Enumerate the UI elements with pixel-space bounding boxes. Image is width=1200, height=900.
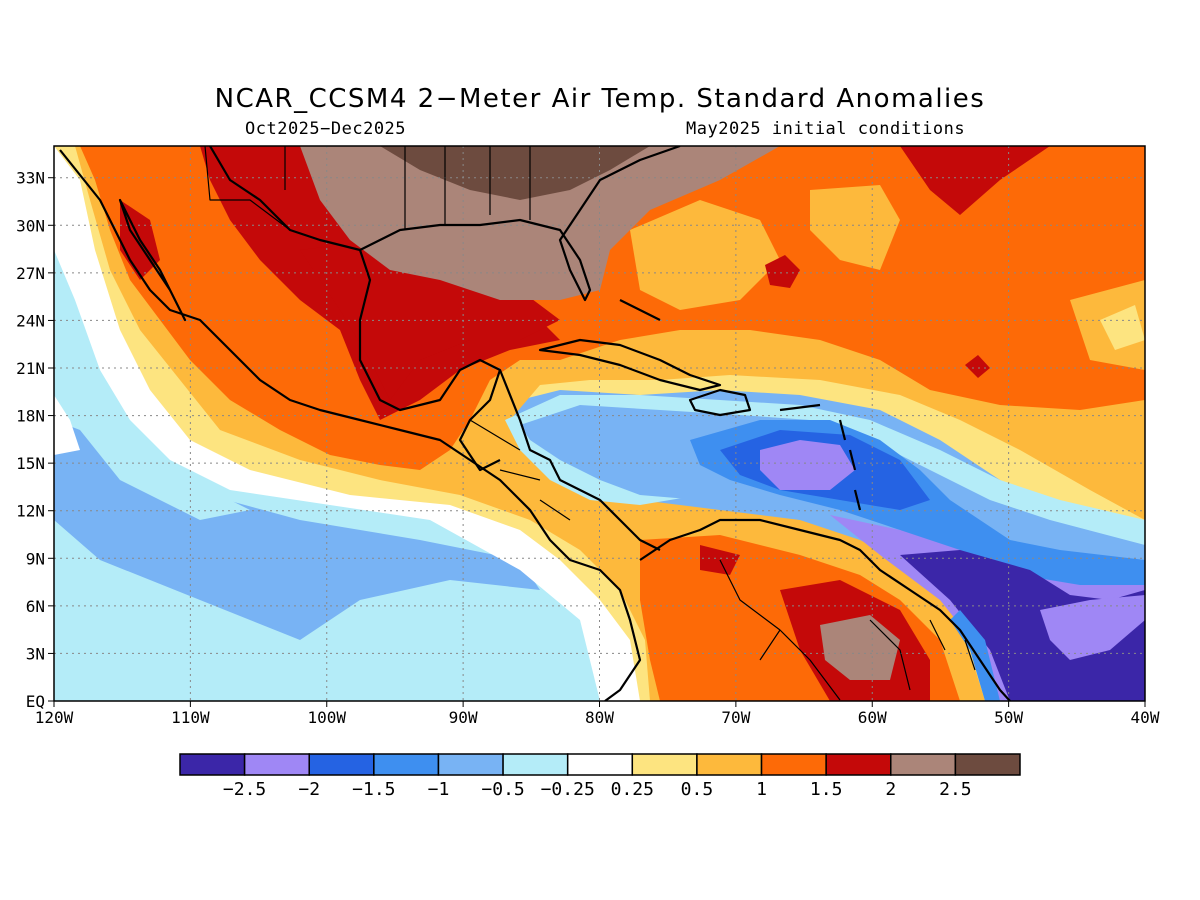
colorbar-swatch <box>373 753 440 776</box>
band-white-pacific <box>54 395 80 455</box>
colorbar-label: 0.5 <box>681 779 714 800</box>
lon-tick-label: 70W <box>721 708 750 727</box>
patch-yellow-atl-1 <box>630 200 780 310</box>
lat-tick-label: EQ <box>26 692 45 711</box>
colorbar-swatch <box>631 753 698 776</box>
colorbar-label: −2 <box>298 779 320 800</box>
lat-tick-label: 21N <box>16 359 45 378</box>
colorbar-label: −0.5 <box>481 779 524 800</box>
lon-tick-label: 80W <box>585 708 614 727</box>
band-brown <box>300 146 780 300</box>
coastline-mexico-pacific <box>59 149 642 701</box>
coastline-us-south <box>359 146 681 302</box>
colorbar: −2.5 −2 −1.5 −1 −0.5 −0.25 0.25 0.5 1 1.5 2 2.5 <box>179 753 1021 800</box>
lat-tick-label: 6N <box>26 597 45 616</box>
colorbar-swatch <box>696 753 763 776</box>
lon-axis: 120W 110W 100W 90W 80W 70W 60W 50W 40W <box>35 701 1160 727</box>
patch-yellow-atl-2 <box>810 185 900 270</box>
border-central-am <box>469 419 571 521</box>
band-lavender-carib <box>760 440 855 490</box>
lat-axis: EQ 3N 6N 9N 12N 15N 18N 21N 24N 27N 30N 33N <box>16 169 54 711</box>
band-red-east <box>900 146 1050 215</box>
lon-tick-label: 40W <box>1131 708 1160 727</box>
lat-tick-label: 3N <box>26 644 45 663</box>
patch-red-2 <box>965 355 990 378</box>
coastlines <box>59 146 1011 701</box>
lat-tick-label: 24N <box>16 311 45 330</box>
colorbar-swatch <box>502 753 569 776</box>
coastline-islands <box>619 299 862 511</box>
lat-tick-label: 15N <box>16 454 45 473</box>
band-white <box>54 146 660 701</box>
border-south-am <box>719 559 976 701</box>
lat-tick-label: 9N <box>26 549 45 568</box>
patch-white-atl <box>1100 305 1145 350</box>
coastline-south-am <box>639 518 1011 701</box>
band-brown-sa <box>820 615 900 680</box>
lat-tick-label: 27N <box>16 264 45 283</box>
lat-tick-label: 12N <box>16 502 45 521</box>
band-light-cyan-west <box>54 146 250 520</box>
lat-tick-label: 30N <box>16 216 45 235</box>
colorbar-swatch <box>179 753 246 776</box>
colorbar-swatch <box>760 753 827 776</box>
colorbar-label: 0.25 <box>611 779 654 800</box>
coastline-hispaniola <box>688 388 752 417</box>
lat-tick-label: 18N <box>16 407 45 426</box>
map-title: NCAR_CCSM4 2−Meter Air Temp. Standard An… <box>214 84 986 114</box>
colorbar-label: −2.5 <box>223 779 266 800</box>
lon-tick-label: 60W <box>858 708 887 727</box>
colorbar-swatch <box>308 753 375 776</box>
lon-tick-label: 100W <box>307 708 346 727</box>
colorbar-swatch <box>437 753 504 776</box>
colorbar-label: −1 <box>428 779 450 800</box>
graticule <box>54 146 1145 701</box>
forecast-period: Oct2025−Dec2025 <box>245 119 407 139</box>
border-us-mexico <box>204 146 291 231</box>
lon-tick-label: 110W <box>171 708 210 727</box>
band-dark-brown <box>380 146 650 200</box>
colorbar-label: 1 <box>756 779 767 800</box>
patch-red-1 <box>765 255 800 288</box>
coastline-central-am <box>498 369 661 551</box>
colorbar-swatch <box>825 753 892 776</box>
colorbar-label: 2.5 <box>939 779 972 800</box>
lon-tick-label: 90W <box>449 708 478 727</box>
colorbar-swatch <box>954 753 1021 776</box>
border-states <box>284 146 531 230</box>
colorbar-swatch <box>890 753 957 776</box>
band-lavender-se-2 <box>1040 595 1145 660</box>
coastline-gulf <box>209 146 502 472</box>
coastline-baja <box>118 198 187 322</box>
band-indigo-se <box>900 550 1145 701</box>
colorbar-swatch <box>566 753 634 776</box>
initial-conditions: May2025 initial conditions <box>686 119 966 139</box>
lon-tick-label: 50W <box>994 708 1023 727</box>
lon-tick-label: 120W <box>35 708 74 727</box>
lat-tick-label: 33N <box>16 169 45 188</box>
colorbar-label: −0.25 <box>541 779 595 800</box>
colorbar-label: 2 <box>885 779 896 800</box>
colorbar-swatch <box>243 753 310 776</box>
coastline-cuba <box>538 338 722 392</box>
colorbar-label: 1.5 <box>810 779 843 800</box>
colorbar-label: −1.5 <box>352 779 395 800</box>
